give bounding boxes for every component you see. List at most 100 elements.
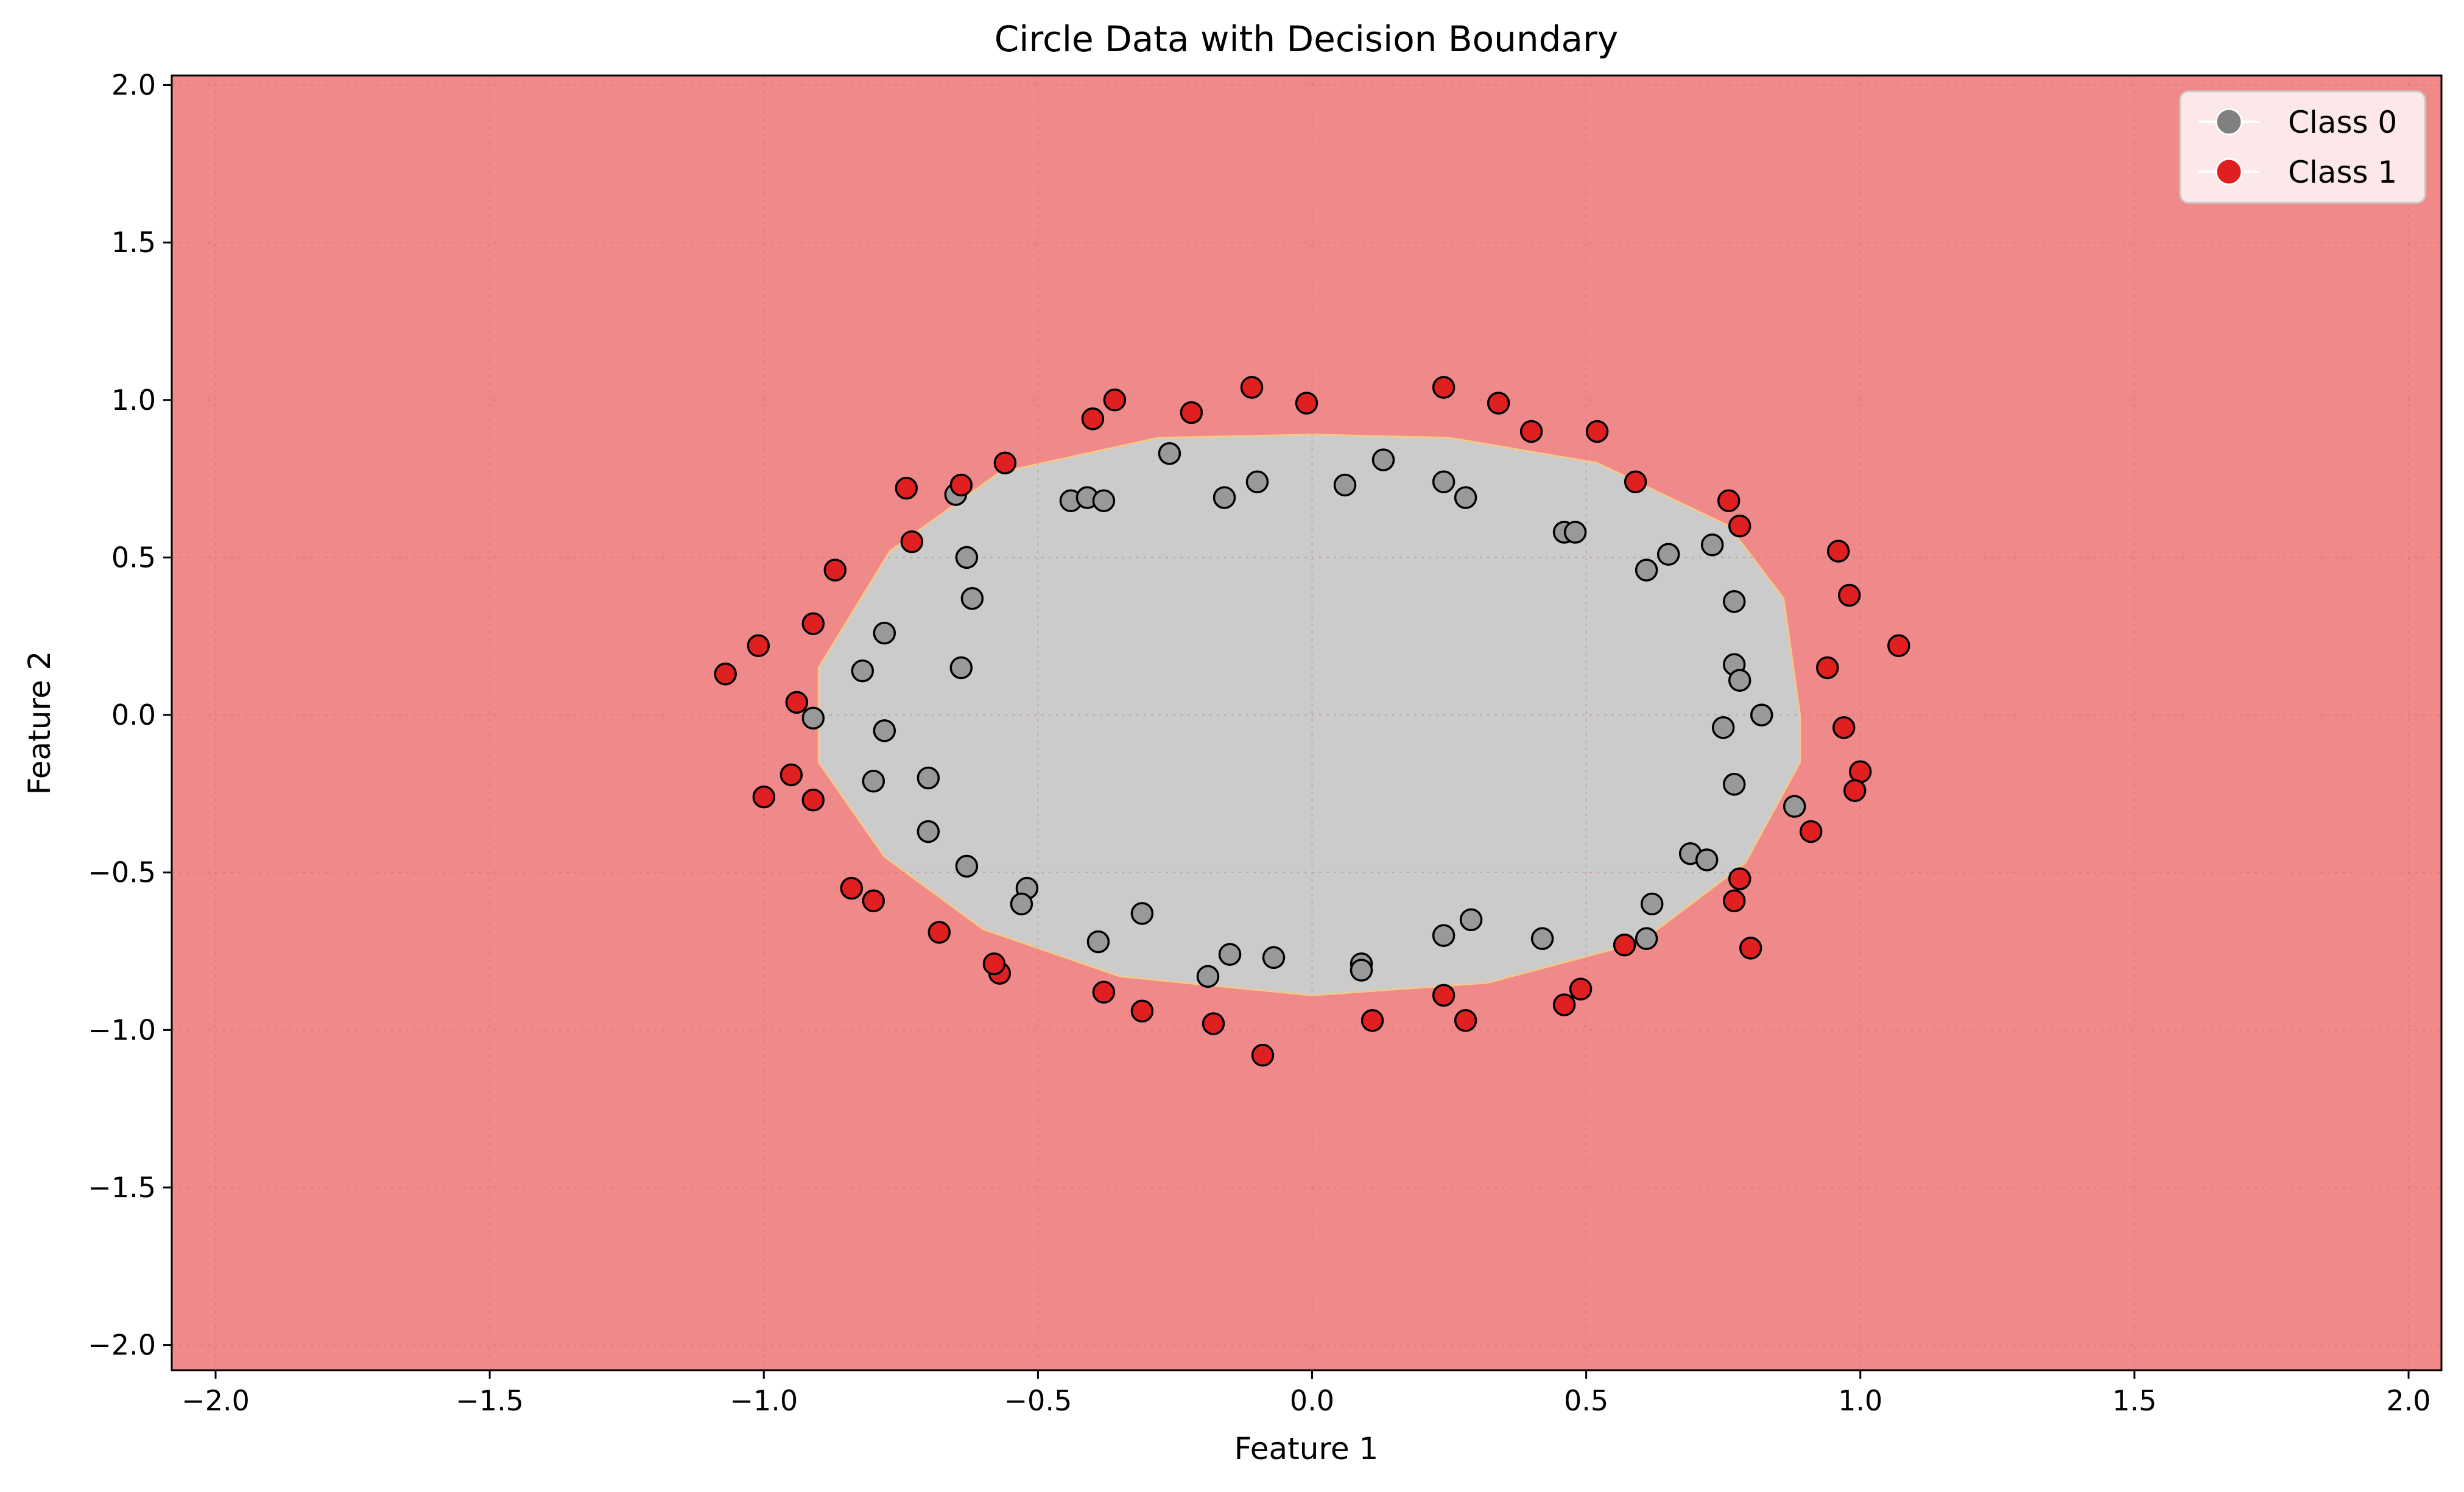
- data-point-class-0: [1130, 902, 1154, 925]
- data-point-class-1: [1432, 376, 1456, 399]
- data-point-class-0: [1728, 669, 1751, 692]
- data-point-class-1: [1585, 420, 1609, 443]
- y-tick-label: −0.5: [88, 856, 156, 889]
- data-point-class-0: [1158, 442, 1181, 465]
- data-point-class-1: [1519, 420, 1543, 443]
- x-tick-label: −1.0: [730, 1384, 798, 1417]
- data-point-class-1: [1843, 779, 1867, 802]
- legend-item-class-1: Class 1: [2198, 155, 2397, 190]
- data-point-class-0: [1530, 927, 1554, 951]
- data-point-class-0: [1459, 908, 1483, 932]
- data-point-class-0: [801, 706, 825, 730]
- legend-marker-class-0: [2215, 108, 2243, 136]
- legend: Class 0 Class 1: [2179, 90, 2426, 204]
- y-tick-label: 1.5: [111, 226, 156, 259]
- data-point-class-0: [862, 769, 885, 793]
- x-tick-label: 1.0: [1838, 1384, 1882, 1417]
- x-axis-label: Feature 1: [1234, 1431, 1379, 1466]
- data-point-class-0: [1086, 930, 1110, 954]
- data-point-class-1: [780, 763, 803, 787]
- data-point-class-0: [1092, 489, 1116, 513]
- legend-label-class-1: Class 1: [2288, 155, 2397, 190]
- data-point-class-0: [1218, 943, 1242, 966]
- data-point-class-0: [1454, 486, 1477, 509]
- data-point-class-0: [1245, 470, 1269, 494]
- data-point-class-1: [1092, 980, 1116, 1004]
- data-point-class-0: [1695, 848, 1719, 871]
- data-point-class-0: [1196, 965, 1220, 988]
- data-point-class-1: [1487, 392, 1510, 415]
- data-point-class-0: [1640, 892, 1664, 916]
- data-point-class-1: [1251, 1043, 1275, 1067]
- x-tick-label: 2.0: [2386, 1384, 2431, 1417]
- y-tick-label: 0.0: [111, 698, 156, 731]
- data-point-class-1: [1552, 993, 1576, 1016]
- x-tick-label: 1.5: [2112, 1384, 2156, 1417]
- data-point-class-1: [1728, 514, 1751, 538]
- y-tick-label: −1.0: [88, 1013, 156, 1046]
- data-point-class-1: [1887, 634, 1910, 658]
- data-point-class-0: [1432, 470, 1456, 494]
- data-point-class-1: [1130, 999, 1154, 1023]
- data-point-class-1: [1815, 656, 1839, 680]
- data-point-class-1: [1624, 470, 1647, 494]
- data-point-class-1: [993, 451, 1017, 474]
- data-point-class-0: [1262, 946, 1286, 969]
- data-point-class-0: [949, 656, 973, 680]
- data-point-class-1: [747, 634, 770, 658]
- data-point-class-1: [1717, 489, 1741, 513]
- data-point-class-1: [1832, 716, 1856, 739]
- y-tick-label: 1.0: [111, 384, 156, 417]
- data-point-class-1: [1837, 583, 1861, 607]
- data-point-class-1: [1202, 1012, 1225, 1035]
- data-point-class-1: [895, 476, 918, 500]
- y-tick-label: −2.0: [88, 1329, 156, 1362]
- data-point-class-0: [1722, 590, 1746, 613]
- data-point-class-1: [1360, 1009, 1384, 1032]
- data-point-class-0: [1350, 959, 1373, 982]
- y-tick-label: 0.5: [111, 541, 156, 574]
- data-point-class-0: [1432, 924, 1456, 947]
- data-point-class-0: [1656, 543, 1680, 566]
- data-point-class-1: [928, 921, 951, 944]
- data-point-class-0: [1371, 448, 1395, 471]
- axis-ticks: −2.0 −1.5 −1.0 −0.5 0.0 0.5 1.0 1.5 2.0 2.0 1.5 1.0…: [88, 69, 2431, 1417]
- data-point-class-1: [801, 788, 825, 812]
- data-point-class-1: [1454, 1009, 1477, 1032]
- data-points: [714, 376, 1910, 1067]
- data-point-class-1: [862, 889, 885, 913]
- data-point-class-1: [1722, 889, 1746, 913]
- data-point-class-1: [1295, 392, 1318, 415]
- data-point-class-0: [873, 621, 896, 645]
- data-point-class-0: [955, 546, 979, 569]
- data-point-class-0: [1750, 703, 1773, 727]
- plot-area: [172, 76, 2441, 1370]
- legend-label-class-0: Class 0: [2288, 105, 2397, 140]
- data-point-class-0: [917, 820, 940, 843]
- data-point-class-1: [1240, 376, 1264, 399]
- data-point-class-0: [1722, 773, 1746, 796]
- x-tick-label: 0.5: [1564, 1384, 1608, 1417]
- data-point-class-0: [1700, 533, 1724, 557]
- data-point-class-0: [1213, 486, 1236, 509]
- data-point-class-1: [1728, 867, 1751, 890]
- axes-frame: [171, 74, 2443, 1371]
- data-point-class-0: [1635, 558, 1658, 582]
- data-point-class-0: [960, 586, 984, 610]
- data-point-class-1: [823, 558, 847, 582]
- data-point-class-0: [1333, 473, 1357, 497]
- y-tick-label: −1.5: [88, 1171, 156, 1204]
- data-point-class-1: [1826, 540, 1850, 563]
- data-point-class-0: [1635, 927, 1658, 951]
- data-point-class-1: [1799, 820, 1823, 843]
- y-axis-label: Feature 2: [22, 651, 57, 795]
- data-point-class-1: [785, 691, 809, 714]
- legend-marker-class-1: [2215, 158, 2243, 186]
- data-point-class-1: [1432, 984, 1456, 1007]
- x-tick-label: −0.5: [1004, 1384, 1072, 1417]
- x-tick-label: −1.5: [456, 1384, 524, 1417]
- data-point-class-1: [949, 473, 973, 497]
- data-point-class-1: [1739, 937, 1762, 960]
